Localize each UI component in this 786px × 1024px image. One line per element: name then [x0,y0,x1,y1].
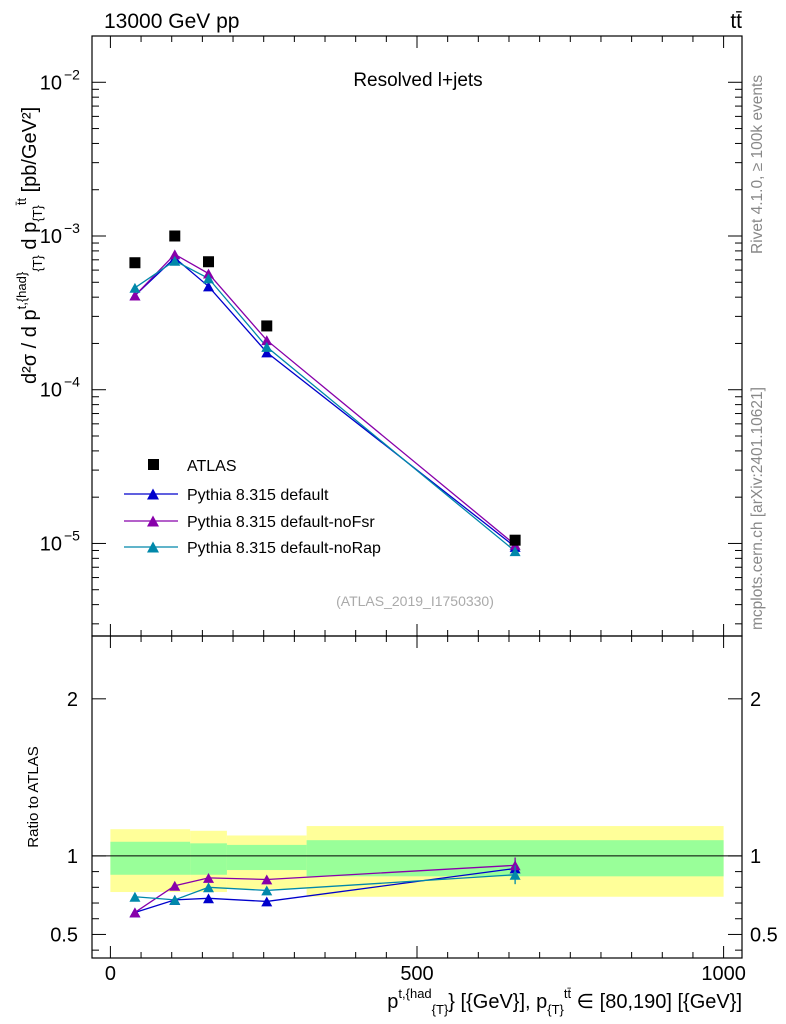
plot-title: Resolved l+jets [353,70,482,91]
main-x-ticks [109,36,725,636]
legend-marker-nofsr [147,515,159,527]
ratio-y-tick-label-right: 2 [750,689,761,711]
atlas-data-point [509,534,521,546]
green-uncertainty-band [226,844,307,871]
main-y-tick-label: 10 [40,226,62,248]
main-y-tick-exponent: −4 [64,374,80,390]
legend: ATLAS Pythia 8.315 default Pythia 8.315 … [124,458,381,557]
ratio-x-tick-label: 500 [400,963,433,985]
ratio-series-1-point [129,907,141,918]
main-panel: 10−210−310−410−5 Resolved l+jets (ATLAS_… [14,35,743,637]
ratio-series-0-point [261,896,273,907]
legend-label-norap: Pythia 8.315 default-noRap [187,540,381,557]
main-y-ticks: 10−210−310−410−5 [40,35,742,625]
process-label: tt̄ [730,10,742,33]
ratio-series-1-point [261,874,273,885]
atlas-data-point [129,257,141,269]
ratio-series-2-point [129,891,141,902]
main-y-tick-exponent: −3 [64,220,80,236]
ratio-series-1-point [203,872,215,883]
uncertainty-bands [110,826,724,897]
ratio-series-2-point [203,882,215,893]
legend-atlas-label: ATLAS [187,458,237,475]
main-series-2-point [261,341,273,352]
main-series-lines [134,253,516,552]
atlas-data-point [261,320,273,332]
ratio-y-tick-label-right: 0.5 [750,924,778,946]
ratio-series-0-point [203,893,215,904]
green-uncertainty-band [190,843,227,875]
legend-marker-norap [147,541,159,553]
legend-atlas-marker [148,459,159,470]
ratio-x-tick-label: 0 [105,963,116,985]
main-y-tick-exponent: −5 [64,527,80,543]
main-y-tick-label: 10 [40,533,62,555]
main-y-axis-label: d²σ / d pt,{had}{T} d p{T}t̄t [pb/GeV²] [14,107,45,384]
ratio-series-2-point [169,894,181,905]
ratio-series-2-point [509,869,521,880]
green-uncertainty-band [110,841,191,875]
ratio-y-axis-label: Ratio to ATLAS [25,746,42,847]
main-series-2-point [203,273,215,284]
x-axis-label: pt,{had{T}} [{GeV}], p{T}tt̄ ∈ [80,190] … [387,986,742,1017]
main-series-2-point [509,546,521,557]
ratio-x-tick-label: 1000 [701,963,746,985]
ratio-y-tick-label-left: 2 [67,689,78,711]
ratio-series-2-point [261,885,273,896]
analysis-tag: (ATLAS_2019_I1750330) [336,593,494,609]
main-series-line-2 [134,260,516,552]
main-y-tick-label: 10 [40,72,62,94]
main-series-1-point [129,290,141,301]
mcplots-label: mcplots.cern.ch [arXiv:2401.10621] [749,387,766,630]
ratio-frame [91,635,743,959]
ratio-y-tick-label-right: 1 [750,846,761,868]
main-series-1-point [261,335,273,346]
ratio-y-tick-label-left: 0.5 [50,924,78,946]
main-series-0-point [261,347,273,358]
main-series-2-point [129,282,141,293]
ratio-y-tick-label-left: 1 [67,846,78,868]
atlas-data-point [169,230,181,242]
legend-label-default: Pythia 8.315 default [187,487,329,504]
main-y-tick-exponent: −2 [64,66,80,82]
energy-label: 13000 GeV pp [104,10,239,33]
main-series-0-point [203,281,215,292]
rivet-version-label: Rivet 4.1.0, ≥ 100k events [749,75,766,254]
legend-marker-default [147,488,159,500]
main-y-tick-label: 10 [40,380,62,402]
main-series-1-point [169,249,181,260]
main-markers [129,230,521,557]
main-series-2-point [169,255,181,266]
ratio-axis-ticks: 0.5 0.5 1 1 2 2 0 500 1000 [50,636,778,985]
ratio-series-1-point [169,880,181,891]
ratio-markers [129,857,521,918]
ratio-panel: 0.5 0.5 1 1 2 2 0 500 1000 Ratio to ATLAS pt,{ha… [25,635,778,1017]
atlas-data-point [203,256,215,268]
legend-label-nofsr: Pythia 8.315 default-noFsr [187,514,375,531]
